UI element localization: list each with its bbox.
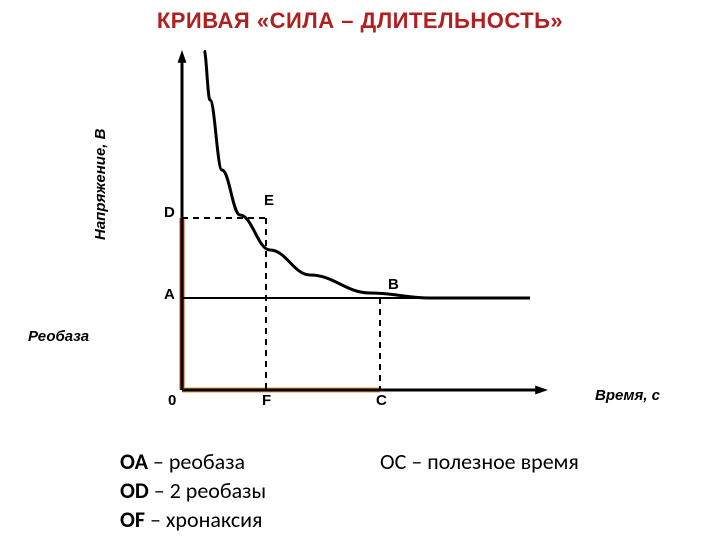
pt-D: D bbox=[164, 204, 175, 221]
strength-duration-chart: Напряжение, В Время, с Реобаза A B C D E… bbox=[110, 50, 610, 450]
legend-OA: OA – реобаза bbox=[120, 448, 266, 475]
x-axis-label: Время, с bbox=[595, 387, 660, 404]
legend-OD: OD – 2 реобазы bbox=[120, 477, 266, 504]
chart-svg bbox=[110, 50, 610, 450]
y-axis-label: Напряжение, В bbox=[92, 129, 109, 240]
pt-A: A bbox=[164, 286, 175, 303]
legend-OF: OF – хронаксия bbox=[120, 506, 266, 533]
pt-B: B bbox=[388, 276, 399, 293]
legend-right: OC – полезное время bbox=[380, 448, 579, 477]
page-title: КРИВАЯ «СИЛА – ДЛИТЕЛЬНОСТЬ» bbox=[0, 8, 720, 34]
legend-OC: OC – полезное время bbox=[380, 448, 579, 475]
legend-left: OA – реобаза OD – 2 реобазы OF – хронакс… bbox=[120, 448, 266, 535]
pt-F: F bbox=[262, 392, 271, 409]
pt-C: C bbox=[376, 392, 387, 409]
pt-O: 0 bbox=[168, 392, 176, 409]
pt-E: E bbox=[264, 192, 274, 209]
reobaza-side-label: Реобаза bbox=[28, 328, 89, 345]
